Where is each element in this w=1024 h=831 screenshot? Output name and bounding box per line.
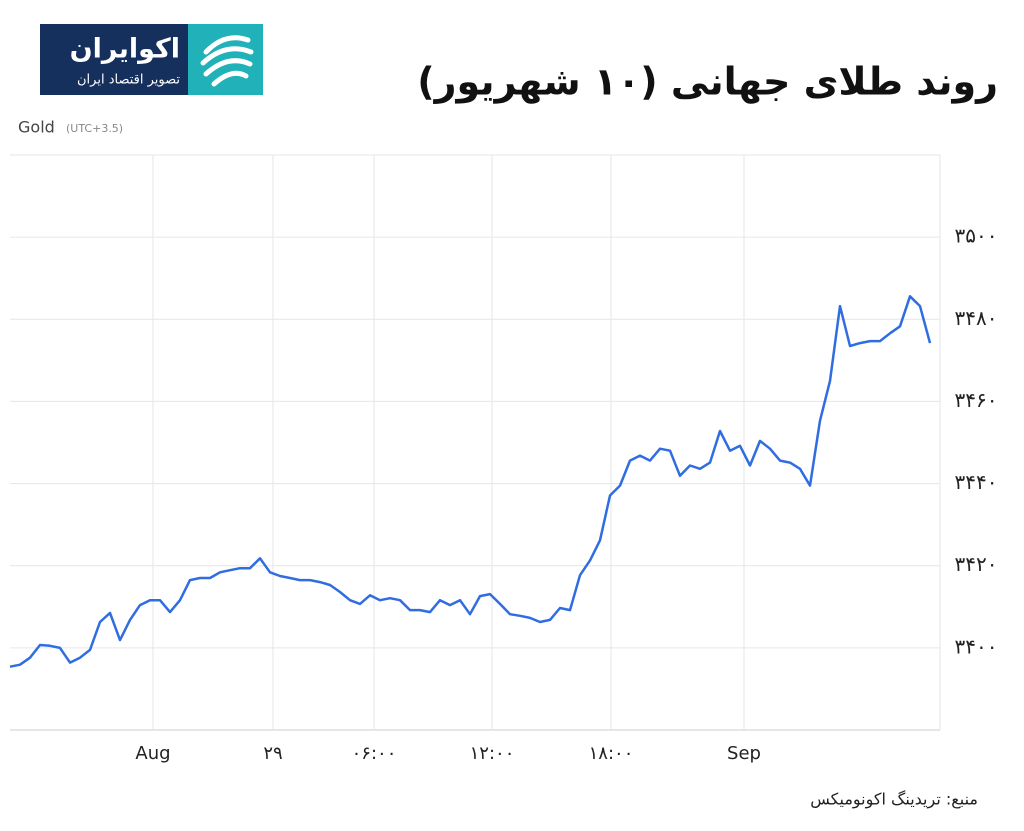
x-tick-label: ۰۶:۰۰: [352, 743, 397, 764]
logo: اکوایران تصویر اقتصاد ایران: [40, 24, 263, 95]
x-tick-label: ۱۲:۰۰: [470, 743, 515, 764]
y-tick-label: ۳۴۶۰: [955, 388, 998, 412]
logo-tagline: تصویر اقتصاد ایران: [77, 73, 180, 88]
x-tick-label: ۲۹: [263, 743, 282, 764]
y-tick-label: ۳۴۴۰: [955, 470, 998, 494]
y-tick-label: ۳۴۲۰: [955, 552, 998, 576]
x-tick-label: Aug: [135, 743, 170, 764]
logo-box: [40, 24, 188, 95]
y-tick-label: ۳۵۰۰: [955, 224, 998, 248]
chart-subtitle: (UTC+3.5): [66, 122, 123, 135]
y-tick-label: ۳۴۰۰: [955, 634, 998, 658]
series-line: [9, 295, 932, 668]
series-name: Gold: [18, 118, 55, 137]
source-note: منبع: تریدینگ اکونومیکس: [810, 790, 978, 810]
chart-title: روند طلای جهانی (۱۰ شهریور): [417, 60, 998, 105]
y-tick-label: ۳۴۸۰: [955, 306, 998, 330]
logo-name: اکوایران: [70, 34, 180, 65]
logo-icon: [200, 35, 254, 87]
logo-icon-box: [188, 24, 263, 95]
x-tick-label: ۱۸:۰۰: [589, 743, 634, 764]
x-tick-label: Sep: [727, 743, 761, 764]
